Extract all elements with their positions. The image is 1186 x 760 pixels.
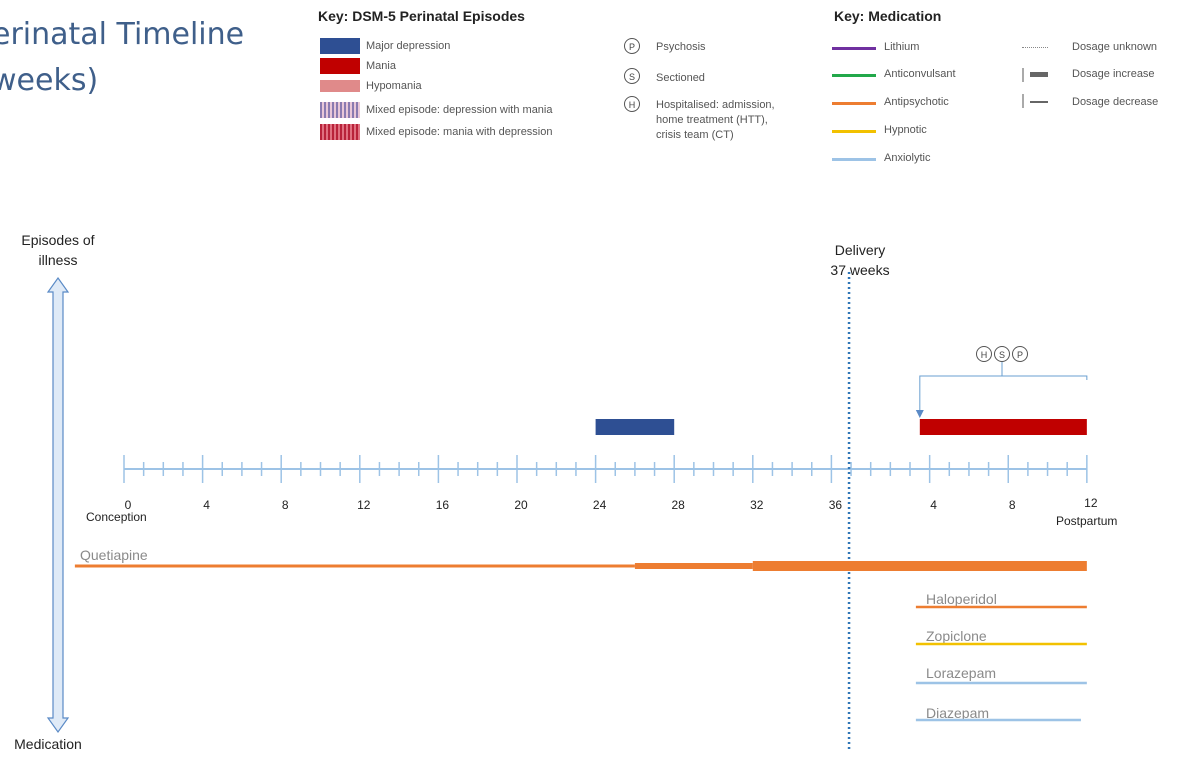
mania-episode-bar [919, 419, 1087, 435]
page-title: erinatal Timeline weeks) [0, 17, 245, 98]
tick-label: 32 [750, 498, 764, 512]
mixed-mania-depression-swatch [320, 124, 360, 140]
tick-label: 4 [930, 498, 937, 512]
tick-label: 8 [281, 498, 289, 512]
mania-swatch [320, 58, 360, 74]
dosage-decrease-tick [1022, 94, 1024, 108]
major-depression-episode-bar [595, 419, 675, 435]
dosage-increase-line [1030, 72, 1048, 77]
lithium-line [832, 47, 876, 50]
mixed-mania-depression-label: Mixed episode: mania with depression [366, 126, 553, 138]
hypnotic-label: Hypnotic [884, 124, 927, 136]
antipsychotic-label: Antipsychotic [884, 96, 949, 108]
tick-label: 0 [124, 498, 132, 512]
zopiclone-label: Zopiclone [926, 628, 987, 644]
event-arrowhead-icon [915, 410, 924, 418]
antipsychotic-line [832, 102, 876, 105]
hospitalised-marker-icon: H [976, 346, 992, 362]
hypomania-swatch [320, 80, 360, 92]
event-bracket [919, 362, 1088, 412]
psychosis-icon: P [624, 38, 640, 54]
psychosis-label: Psychosis [656, 41, 706, 53]
sectioned-label: Sectioned [656, 72, 705, 84]
lorazepam-label: Lorazepam [926, 665, 997, 681]
dosage-decrease-label: Dosage decrease [1072, 96, 1159, 108]
tick-label: 12 [357, 498, 371, 512]
sectioned-marker-icon: S [994, 346, 1010, 362]
tick-label: 36 [828, 498, 843, 512]
medication-key-heading: Key: Medication [834, 8, 942, 24]
hypomania-label: Hypomania [366, 80, 422, 92]
axis-ticks [123, 455, 1088, 483]
sectioned-icon: S [624, 68, 640, 84]
tick-label: 16 [435, 498, 450, 512]
hospitalised-icon: H [624, 96, 640, 112]
postpartum-label: Postpartum [1056, 514, 1118, 528]
anticonvulsant-line [832, 74, 876, 77]
vertical-double-arrow [46, 276, 70, 734]
hospitalised-label: Hospitalised: admission, home treatment … [656, 99, 775, 141]
tick-label: 8 [1008, 498, 1016, 512]
episodes-of-illness-label: Episodes of illness [21, 232, 95, 268]
major-depression-swatch [320, 38, 360, 54]
tick-label: 12 [1084, 496, 1098, 510]
medication-side-label: Medication [14, 736, 82, 752]
tick-label: 24 [592, 498, 607, 512]
episode-key-heading: Key: DSM-5 Perinatal Episodes [318, 8, 525, 24]
diazepam-label: Diazepam [926, 705, 990, 721]
dosage-unknown-line [1022, 47, 1048, 48]
anxiolytic-label: Anxiolytic [884, 152, 931, 164]
dosage-increase-label: Dosage increase [1072, 68, 1155, 80]
anxiolytic-line [832, 158, 876, 161]
haloperidol-label: Haloperidol [926, 591, 997, 607]
psychosis-marker-icon: P [1012, 346, 1028, 362]
anticonvulsant-label: Anticonvulsant [884, 68, 956, 80]
quetiapine-label: Quetiapine [80, 547, 148, 563]
hypnotic-line [832, 130, 876, 133]
lithium-label: Lithium [884, 41, 920, 53]
tick-label: 4 [203, 498, 210, 512]
mixed-depression-mania-swatch [320, 102, 360, 118]
conception-label: Conception [86, 510, 147, 524]
dosage-decrease-line [1030, 101, 1048, 103]
major-depression-label: Major depression [366, 40, 451, 52]
dosage-unknown-label: Dosage unknown [1072, 41, 1158, 53]
mixed-depression-mania-label: Mixed episode: depression with mania [366, 104, 553, 116]
tick-label: 28 [671, 498, 685, 512]
tick-label: 20 [514, 498, 528, 512]
mania-label: Mania [366, 60, 396, 72]
delivery-label: Delivery 37 weeks [830, 242, 890, 278]
dosage-increase-tick [1022, 68, 1024, 82]
medication-lines [74, 561, 1087, 722]
